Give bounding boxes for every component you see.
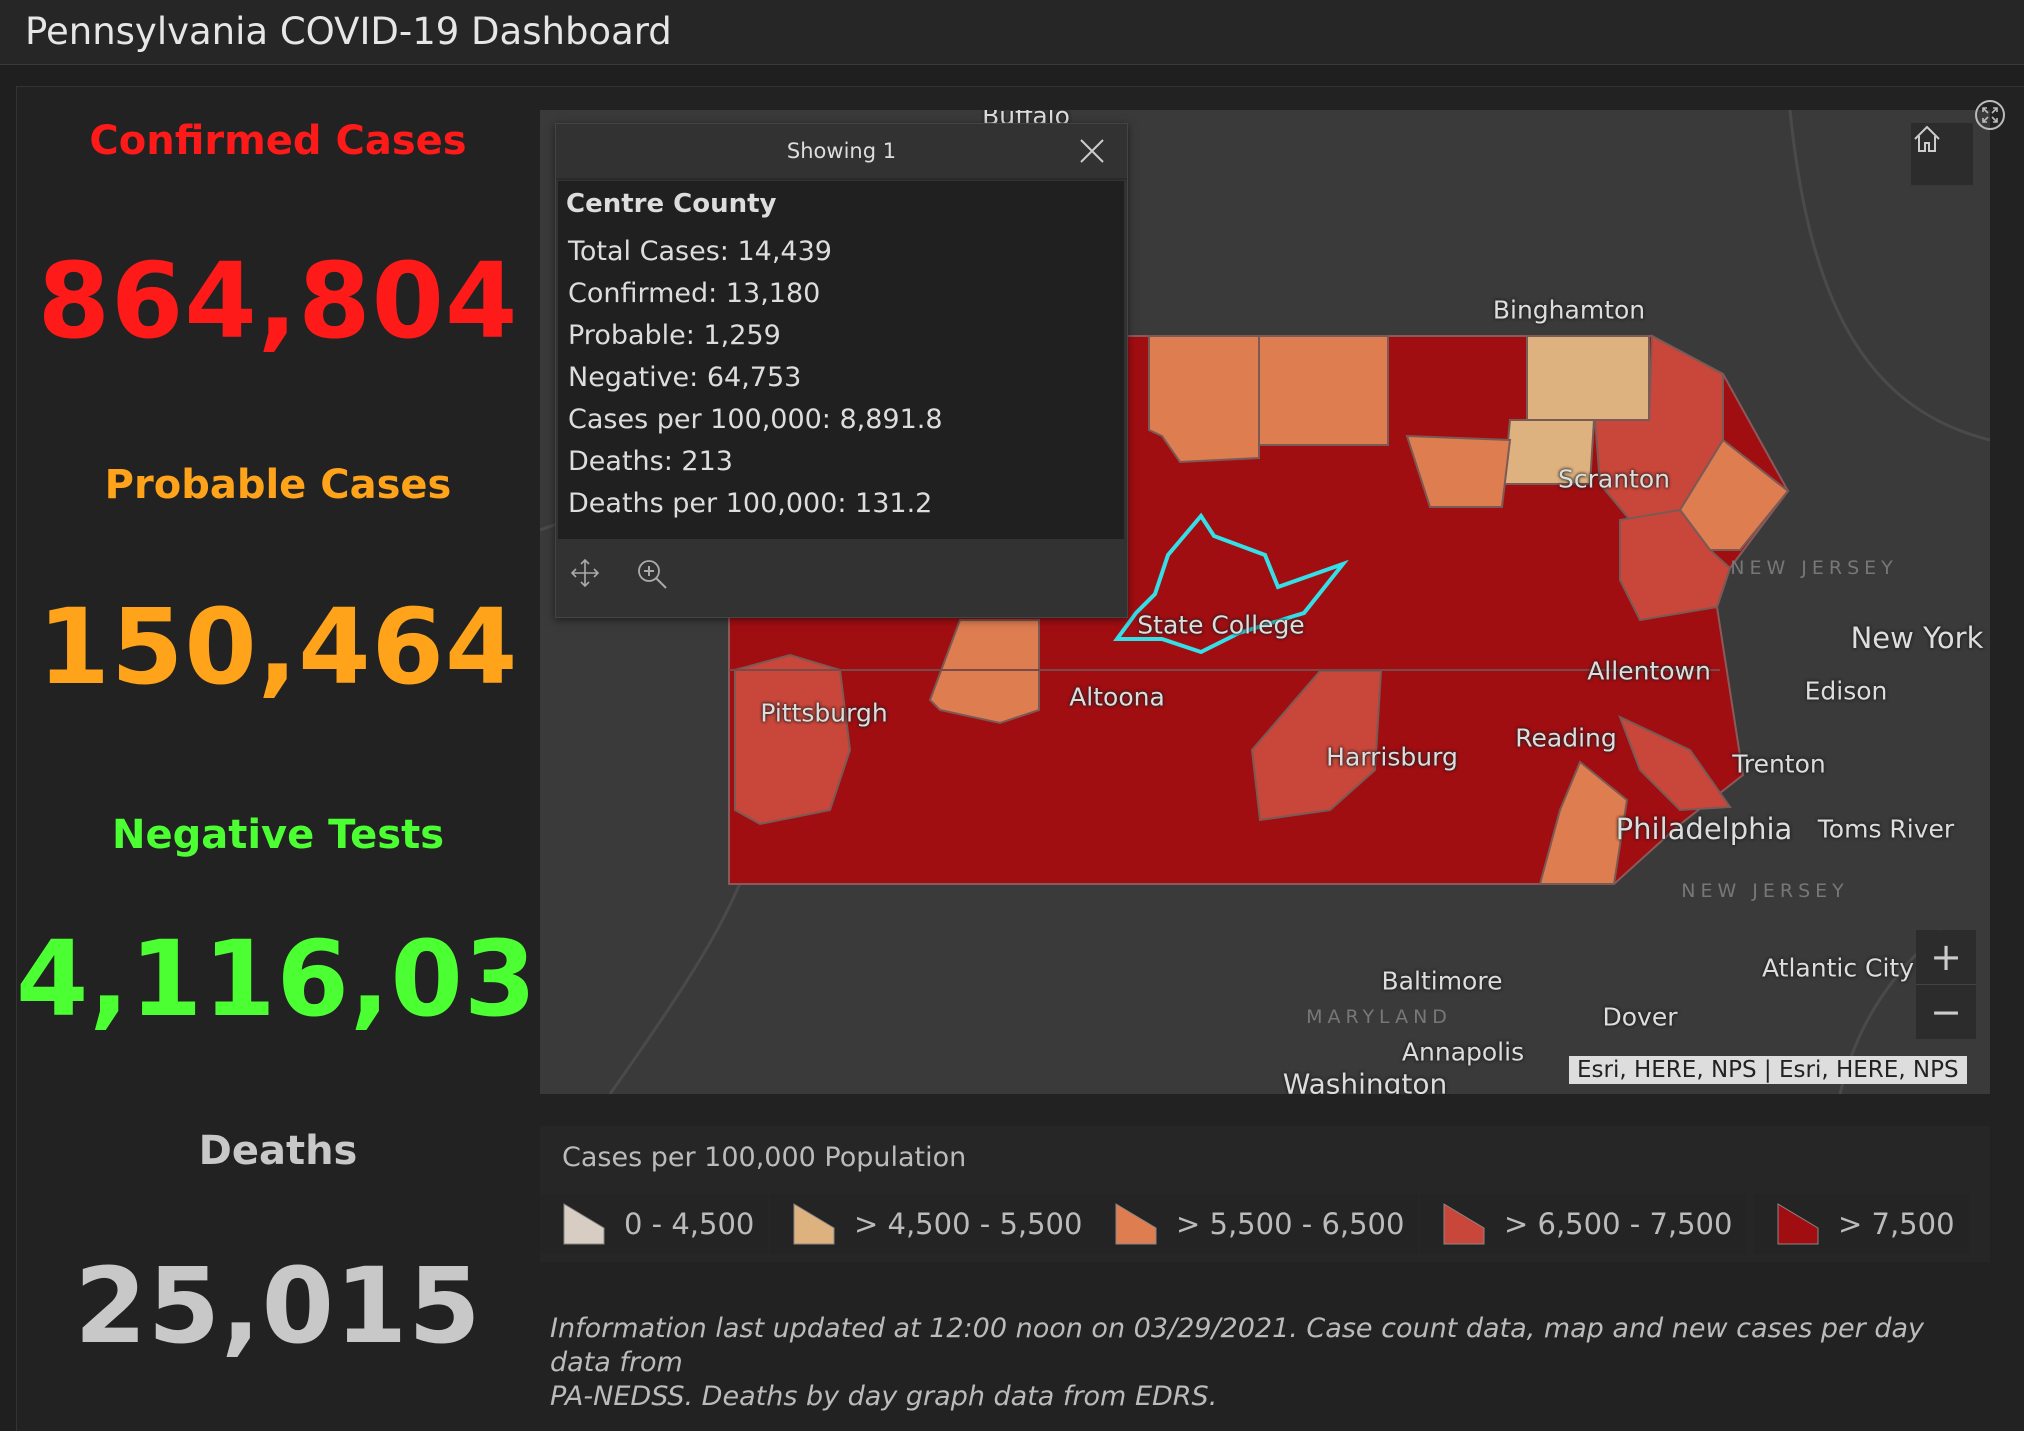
county[interactable]	[1678, 438, 1790, 551]
zoom-in-button[interactable]: +	[1930, 935, 1962, 979]
legend-swatch-icon	[563, 1203, 605, 1245]
county[interactable]	[1619, 508, 1732, 622]
footnote-line: PA-NEDSS. Deaths by day graph data from …	[550, 1381, 1218, 1412]
city-label-allentown: Allentown	[1587, 656, 1711, 686]
popup-deaths-per-100k: Deaths per 100,000: 131.2	[568, 488, 933, 519]
map-legend: Cases per 100,000 Population 0 - 4,500 > …	[540, 1126, 1990, 1262]
popup-count: Showing 1	[786, 139, 897, 163]
legend-swatch-icon	[1777, 1203, 1819, 1245]
popup-total-cases: Total Cases: 14,439	[568, 236, 832, 267]
city-label-trenton: Trenton	[1732, 749, 1826, 779]
popup-confirmed: Confirmed: 13,180	[568, 278, 821, 309]
dashboard-title: Pennsylvania COVID-19 Dashboard	[25, 10, 672, 53]
legend-item: > 7,500	[1754, 1194, 1969, 1254]
city-label-edison: Edison	[1804, 676, 1888, 706]
popup-title: Centre County	[566, 189, 777, 219]
stat-label: Confirmed Cases	[89, 118, 467, 164]
fullscreen-icon[interactable]	[1974, 99, 2006, 131]
legend-swatch-icon	[1115, 1203, 1157, 1245]
negative-tests-label: Negative Tests	[16, 812, 540, 858]
probable-cases-value: 150,464	[16, 586, 540, 708]
popup-deaths: Deaths: 213	[568, 446, 733, 477]
selected-county-outline-centre[interactable]	[1113, 512, 1349, 655]
county[interactable]	[1618, 715, 1732, 812]
deaths-value: 25,015	[16, 1245, 540, 1367]
city-label-harrisburg: Harrisburg	[1326, 742, 1458, 772]
zoom-out-button[interactable]: −	[1916, 984, 1976, 1039]
region-label-maryland: MARYLAND	[1306, 1006, 1452, 1028]
update-footnote: Information last updated at 12:00 noon o…	[550, 1312, 1990, 1414]
legend-item: > 6,500 - 7,500	[1420, 1194, 1747, 1254]
legend-label: 0 - 4,500	[624, 1207, 755, 1241]
county[interactable]	[928, 619, 1040, 725]
deaths-label: Deaths	[16, 1128, 540, 1174]
legend-label: > 5,500 - 6,500	[1176, 1207, 1405, 1241]
confirmed-cases-label: Confirmed Cases	[16, 118, 540, 164]
negative-tests-value: 4,116,035	[16, 918, 611, 1040]
city-label-washington: Washington	[1282, 1067, 1448, 1095]
county[interactable]	[1258, 335, 1389, 446]
stat-value: 150,464	[37, 586, 519, 708]
legend-item: > 5,500 - 6,500	[1092, 1194, 1419, 1254]
stat-value: 864,804	[37, 240, 519, 362]
popup-header: Showing 1	[556, 124, 1127, 180]
stat-label: Negative Tests	[111, 812, 445, 858]
stat-value: 25,015	[74, 1245, 482, 1367]
legend-title: Cases per 100,000 Population	[562, 1142, 967, 1173]
close-icon[interactable]	[1079, 138, 1105, 164]
county[interactable]	[1405, 434, 1512, 508]
popup-negative: Negative: 64,753	[568, 362, 802, 393]
county-shapes	[729, 334, 1790, 885]
popup-body: Centre County Total Cases: 14,439 Confir…	[558, 181, 1124, 539]
popup-probable: Probable: 1,259	[568, 320, 781, 351]
legend-swatch-icon	[793, 1203, 835, 1245]
city-label-pittsburgh: Pittsburgh	[760, 698, 888, 728]
city-label-atlantic-city: Atlantic City	[1761, 953, 1915, 983]
city-label-altoona: Altoona	[1069, 682, 1165, 712]
home-button[interactable]	[1911, 123, 1973, 185]
county[interactable]	[1526, 335, 1650, 421]
map-attribution[interactable]: Esri, HERE, NPS | Esri, HERE, NPS	[1569, 1056, 1967, 1084]
popup-actions	[556, 544, 1127, 614]
pan-to-button[interactable]	[570, 558, 600, 592]
popup-cases-per-100k: Cases per 100,000: 8,891.8	[568, 404, 943, 435]
feature-popup: Showing 1 Centre County Total Cases: 14,…	[555, 123, 1128, 618]
county[interactable]	[1538, 760, 1629, 885]
zoom-in-magnifier-icon	[638, 560, 667, 589]
legend-item: > 4,500 - 5,500	[770, 1194, 1097, 1254]
city-label-philadelphia: Philadelphia	[1615, 812, 1793, 846]
city-label-toms-river: Toms River	[1817, 814, 1955, 844]
confirmed-cases-value: 864,804	[16, 240, 540, 362]
zoom-to-button[interactable]	[636, 558, 670, 596]
move-icon	[570, 558, 600, 588]
stat-label: Probable Cases	[104, 462, 452, 508]
legend-label: > 6,500 - 7,500	[1504, 1207, 1733, 1241]
city-label-state-college: State College	[1137, 610, 1305, 640]
footnote-line: Information last updated at 12:00 noon o…	[550, 1313, 1924, 1378]
county[interactable]	[734, 653, 852, 826]
region-label-new-jersey: NEW JERSEY	[1730, 557, 1898, 579]
city-label-annapolis: Annapolis	[1401, 1037, 1525, 1067]
legend-item: 0 - 4,500	[540, 1194, 769, 1254]
legend-swatch-icon	[1443, 1203, 1485, 1245]
home-icon	[1914, 125, 1940, 152]
stat-value: 4,116,035	[16, 918, 611, 1040]
city-label-dover: Dover	[1602, 1002, 1678, 1032]
city-label-binghamton: Binghamton	[1492, 295, 1646, 325]
app-header: Pennsylvania COVID-19 Dashboard	[0, 0, 2024, 65]
probable-cases-label: Probable Cases	[16, 462, 540, 508]
zoom-controls: + −	[1916, 930, 1976, 1039]
city-label-scranton: Scranton	[1558, 464, 1670, 494]
stat-label: Deaths	[198, 1128, 358, 1174]
city-label-baltimore: Baltimore	[1381, 966, 1503, 996]
city-label-reading: Reading	[1515, 723, 1617, 753]
region-label-new-jersey: NEW JERSEY	[1681, 880, 1849, 902]
legend-label: > 7,500	[1838, 1207, 1955, 1241]
city-label-new-york: New York	[1850, 621, 1984, 655]
legend-label: > 4,500 - 5,500	[854, 1207, 1083, 1241]
